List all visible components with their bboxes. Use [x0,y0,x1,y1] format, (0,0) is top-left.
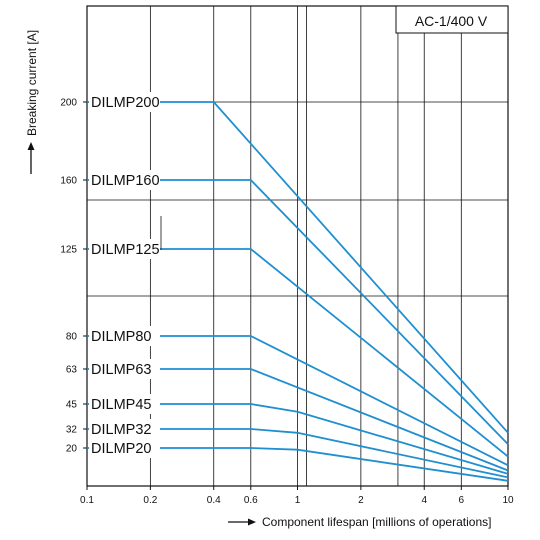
x-tick-label: 0.1 [80,495,94,506]
series-line-dilmp63 [150,368,509,472]
x-axis-ticks: 0.1 0.2 0.4 0.6 1 2 4 6 10 [80,486,514,506]
series-lines [87,101,509,482]
x-axis-title-group: Component lifespan [millions of operatio… [228,515,491,529]
y-axis-title: Breaking current [A] [25,30,39,136]
x-tick-label: 2 [358,495,364,506]
y-tick-label: 200 [60,98,77,109]
y-axis-title-group: Breaking current [A] [25,30,39,174]
series-label-dilmp160: DILMP160 [91,173,160,189]
series-label-bg [89,239,160,259]
series-label-dilmp80: DILMP80 [91,329,151,345]
y-axis-arrow-head [27,142,35,150]
series-label-dilmp45: DILMP45 [91,397,151,413]
series-line-dilmp45 [150,403,509,475]
series-label-dilmp32: DILMP32 [91,422,151,438]
series-label-bg [89,394,160,414]
series-label-dilmp20: DILMP20 [91,441,151,457]
y-tick-label: 160 [60,176,77,187]
series-line-dilmp200 [150,101,509,434]
y-tick-label: 80 [66,332,78,343]
series-label-dilmp200: DILMP200 [91,95,160,111]
y-tick-label: 125 [60,245,77,256]
x-axis-title: Component lifespan [millions of operatio… [262,515,491,529]
x-tick-label: 0.2 [143,495,157,506]
x-tick-label: 6 [459,495,465,506]
x-tick-label: 0.4 [207,495,221,506]
x-axis-arrow-head [248,518,256,526]
x-tick-label: 4 [421,495,427,506]
y-axis-ticks: 200 160 125 80 63 45 32 20 [60,98,87,455]
series-label-bg [89,359,160,379]
series-label-bg [89,92,160,112]
x-tick-label: 10 [502,495,514,506]
x-tick-label: 1 [295,495,301,506]
x-tick-label: 0.6 [244,495,258,506]
chart-header: AC-1/400 V [415,13,488,29]
y-tick-label: 32 [66,425,78,436]
series-label-bg [89,326,160,346]
series-line-dilmp125 [150,248,509,458]
series-label-dilmp63: DILMP63 [91,362,151,378]
series-line-dilmp32 [150,428,509,479]
series-label-bg [89,419,160,439]
series-label-bg [89,170,160,190]
series-label-dilmp125: DILMP125 [91,242,160,258]
series-labels: DILMP200 DILMP160 DILMP125 DILMP80 DILMP63 DI… [89,92,162,458]
series-label-bg [89,438,160,458]
y-tick-label: 20 [66,444,78,455]
header-frame [395,5,509,34]
series-line-dilmp80 [150,335,509,467]
series-line-dilmp20 [150,447,509,482]
y-tick-label: 63 [66,365,78,376]
header-box: AC-1/400 V [395,5,509,34]
y-tick-label: 45 [66,400,78,411]
series-line-dilmp160 [150,179,509,445]
grid [87,6,508,486]
